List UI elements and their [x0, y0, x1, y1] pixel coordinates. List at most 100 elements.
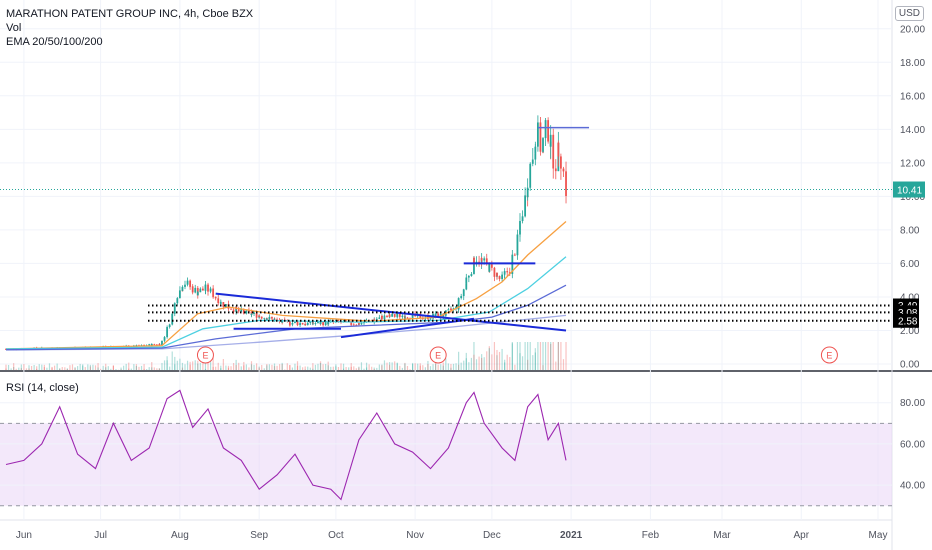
volume-bar — [153, 367, 155, 370]
volume-bar — [140, 365, 143, 370]
volume-bar — [128, 368, 130, 370]
volume-bar — [156, 368, 158, 370]
volume-bar — [120, 369, 122, 370]
volume-bar — [340, 363, 342, 370]
candle-body — [322, 322, 324, 326]
candle-body — [552, 134, 555, 169]
volume-bar — [327, 365, 329, 370]
ema-100-line — [5, 284, 567, 351]
candle-body — [496, 273, 498, 277]
candle-body — [230, 308, 232, 310]
candle-body — [240, 309, 243, 312]
volume-bar — [13, 367, 15, 370]
candle-body — [225, 304, 227, 307]
volume-bar — [235, 359, 237, 370]
candle-body — [327, 321, 330, 325]
volume-bar — [557, 342, 559, 370]
volume-bar — [322, 364, 324, 370]
volume-bar — [342, 363, 345, 370]
candle-body — [173, 306, 176, 314]
earnings-marker — [429, 346, 447, 364]
candle-body — [189, 280, 192, 287]
volume-bar — [258, 367, 260, 370]
volume-bar — [128, 362, 130, 370]
candle-body — [478, 261, 480, 263]
volume-bar — [483, 357, 485, 370]
candle-body — [181, 286, 184, 291]
volume-bar — [365, 362, 368, 370]
volume-bar — [519, 342, 521, 370]
candle-body — [194, 287, 197, 293]
volume-bar — [189, 364, 191, 370]
volume-bar — [542, 365, 544, 370]
candle-body — [176, 298, 179, 304]
volume-bar — [419, 365, 421, 370]
volume-bar — [348, 367, 350, 370]
candle-body — [437, 313, 440, 318]
volume-bar — [100, 368, 102, 370]
candle-body — [337, 320, 340, 322]
volume-bar — [43, 364, 45, 370]
volume-bar — [560, 342, 562, 370]
volume-bar — [268, 364, 270, 370]
volume-bar — [222, 359, 224, 370]
candle-body — [442, 315, 445, 317]
volume-bar — [381, 365, 383, 370]
volume-bar — [115, 369, 117, 370]
volume-bar — [547, 342, 549, 370]
volume-bar — [327, 361, 329, 370]
volume-bar — [143, 364, 145, 370]
volume-bar — [422, 365, 424, 370]
candle-body — [511, 254, 514, 264]
volume-bar — [266, 365, 268, 370]
volume-bar — [248, 367, 250, 370]
volume-bar — [89, 364, 91, 370]
volume-bar — [281, 362, 283, 370]
candle-body — [465, 277, 468, 284]
volume-bar — [296, 361, 299, 370]
volume-bar — [304, 366, 306, 370]
volume-bar — [227, 367, 230, 370]
volume-bar — [281, 364, 283, 370]
candle-body — [554, 168, 557, 172]
candle-body — [171, 313, 174, 325]
volume-bar — [555, 361, 557, 370]
volume-bar — [486, 351, 488, 370]
volume-bar — [46, 367, 48, 370]
y-tick-label: 2.00 — [900, 326, 920, 337]
candle-body — [501, 274, 503, 280]
candle-body — [521, 216, 524, 222]
y-tick-label: 14.00 — [900, 125, 925, 136]
candle-body — [161, 340, 163, 346]
volume-bar — [424, 367, 426, 370]
candle-body — [557, 142, 560, 157]
candle-body — [186, 280, 189, 285]
level-label-box — [893, 313, 919, 328]
volume-bar — [409, 369, 411, 370]
volume-bar — [158, 368, 161, 370]
currency-button[interactable]: USD — [894, 6, 924, 21]
candle-body — [329, 320, 332, 322]
candle-body — [173, 303, 176, 307]
volume-bar — [82, 365, 84, 370]
candle-body — [253, 312, 255, 314]
volume-bar — [411, 362, 414, 370]
volume-bar — [148, 367, 150, 370]
volume-bar — [225, 365, 227, 370]
volume-bar — [66, 369, 68, 370]
volume-bar — [481, 357, 483, 370]
volume-bar — [112, 365, 115, 370]
candle-body — [163, 337, 166, 341]
volume-bar — [488, 348, 490, 370]
volume-bar — [458, 351, 460, 370]
volume-bar — [133, 364, 135, 370]
candle-body — [396, 313, 399, 316]
volume-bar — [368, 364, 370, 370]
volume-label: Vol — [6, 22, 22, 34]
volume-bar — [299, 365, 301, 370]
candle-body — [524, 195, 527, 217]
volume-bar — [314, 364, 317, 370]
volume-bar — [455, 363, 457, 370]
volume-bar — [258, 366, 260, 370]
